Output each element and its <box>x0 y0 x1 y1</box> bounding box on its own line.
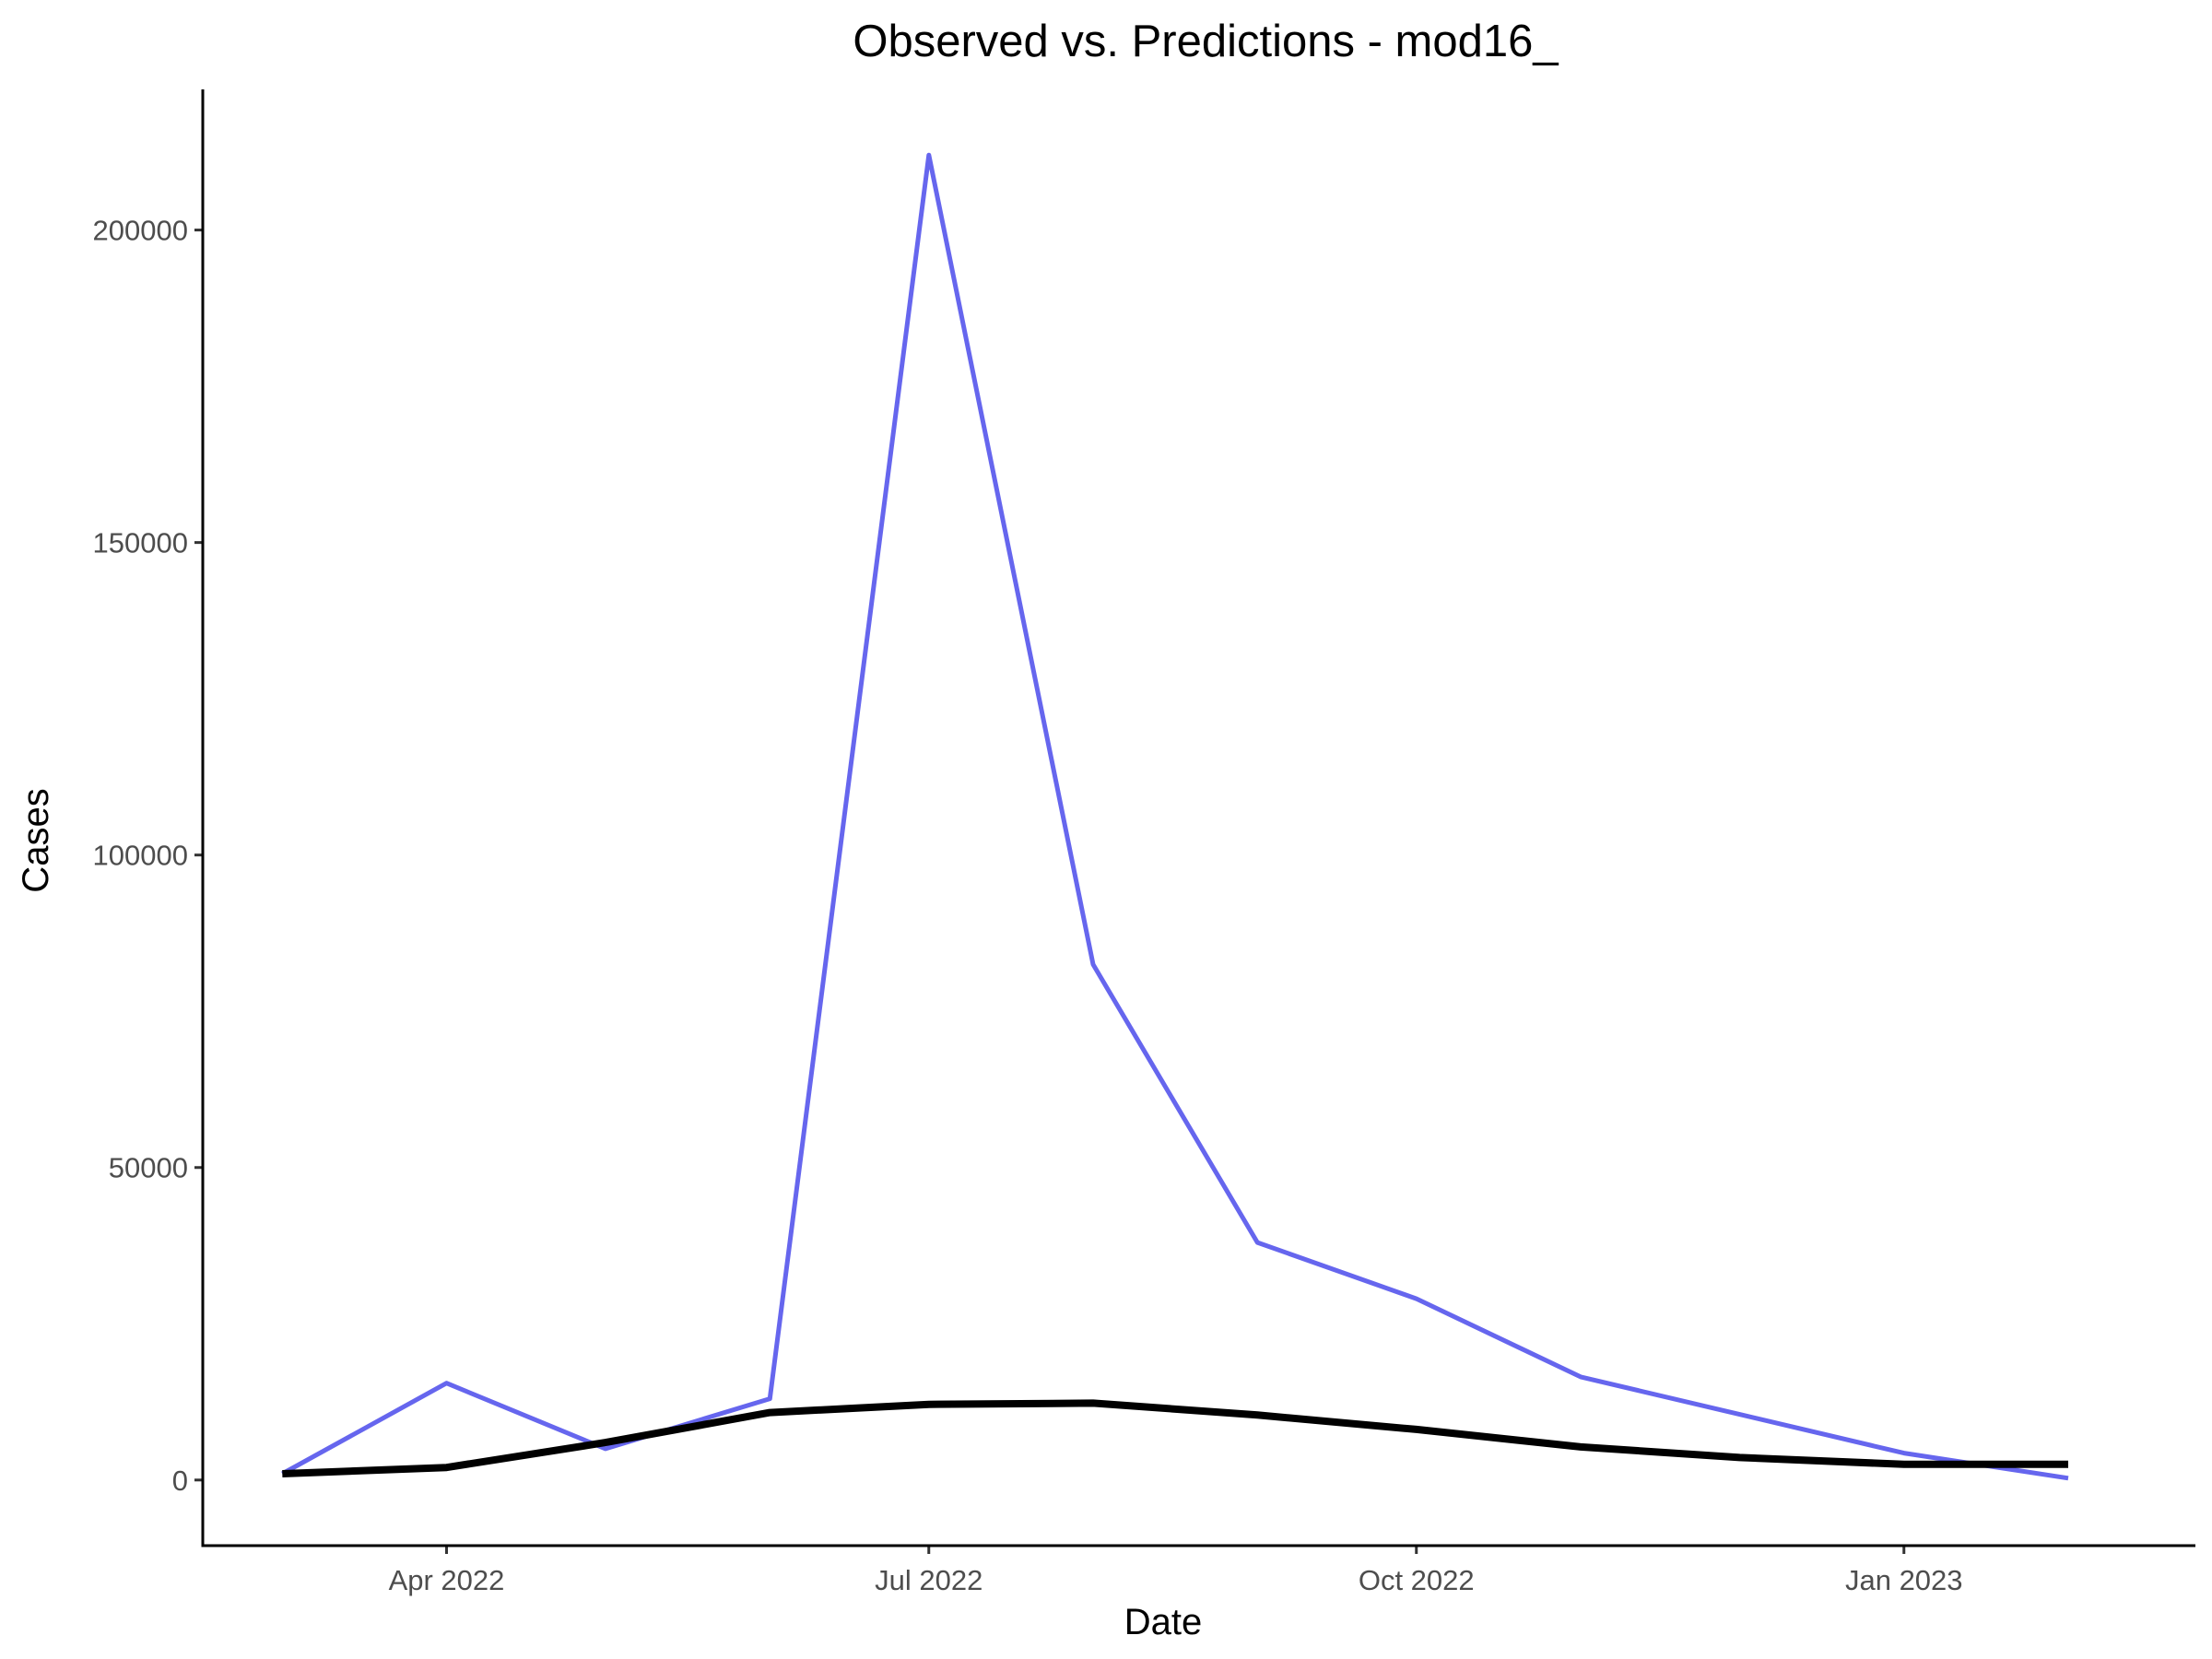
y-tick-label: 150000 <box>93 527 188 559</box>
y-tick-label: 200000 <box>93 215 188 247</box>
series-line-2 <box>282 1399 2068 1477</box>
x-axis-ticks: Apr 2022 Jul 2022 Oct 2022 Jan 2023 <box>389 1546 1963 1596</box>
x-tick-label: Oct 2022 <box>1359 1564 1475 1596</box>
chart-title: Observed vs. Predictions - mod16_ <box>853 17 1559 66</box>
y-axis-title: Cases <box>16 788 56 892</box>
y-tick-label: 50000 <box>109 1152 188 1184</box>
series-line-1 <box>281 152 2069 1481</box>
x-tick-label: Jan 2023 <box>1845 1564 1963 1596</box>
x-axis-title: Date <box>1124 1602 1203 1642</box>
x-tick-label: Apr 2022 <box>389 1564 505 1596</box>
y-tick-label: 0 <box>172 1465 188 1497</box>
x-tick-label: Jul 2022 <box>875 1564 982 1596</box>
y-tick-label: 100000 <box>93 840 188 872</box>
series-group <box>281 152 2069 1481</box>
y-axis-ticks: 0 50000 100000 150000 200000 <box>93 215 203 1497</box>
